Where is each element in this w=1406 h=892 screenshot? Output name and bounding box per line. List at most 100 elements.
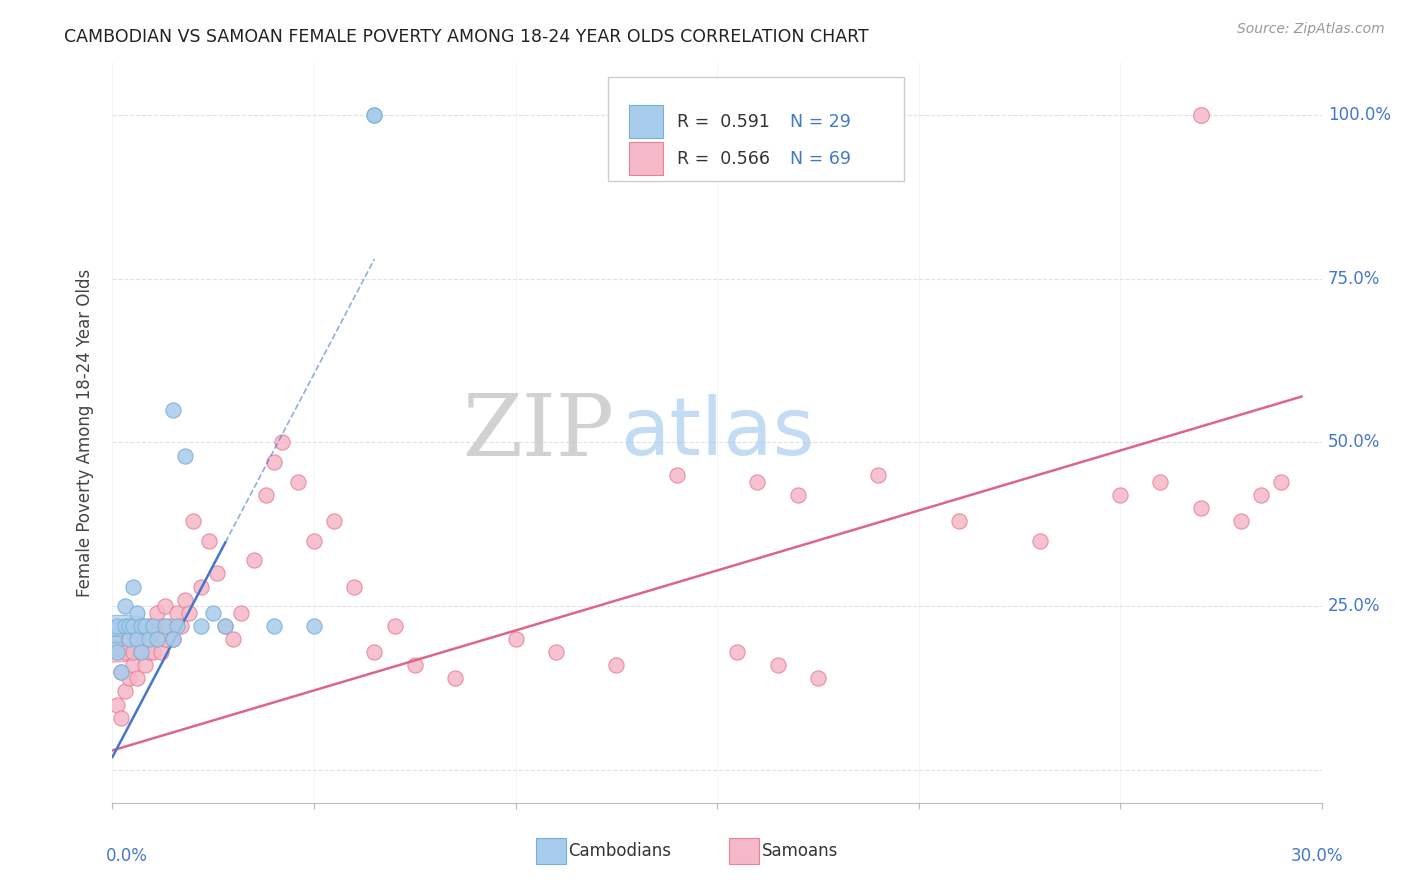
Point bbox=[287, 475, 309, 489]
Point bbox=[149, 645, 172, 659]
Point bbox=[1250, 488, 1272, 502]
Point bbox=[142, 619, 165, 633]
Circle shape bbox=[97, 648, 136, 656]
Point bbox=[129, 645, 152, 659]
Point bbox=[125, 606, 148, 620]
FancyBboxPatch shape bbox=[730, 838, 759, 864]
Point bbox=[117, 632, 139, 646]
Point bbox=[162, 402, 184, 417]
Circle shape bbox=[100, 642, 141, 648]
Point bbox=[363, 108, 385, 122]
Point bbox=[153, 599, 176, 614]
Point bbox=[444, 671, 467, 685]
Point bbox=[105, 645, 128, 659]
Point bbox=[125, 671, 148, 685]
Point bbox=[174, 449, 197, 463]
Point bbox=[1230, 514, 1253, 528]
Point bbox=[214, 619, 236, 633]
Point bbox=[170, 619, 193, 633]
Circle shape bbox=[98, 636, 139, 642]
Point bbox=[1270, 475, 1292, 489]
Point bbox=[110, 665, 132, 679]
Point bbox=[114, 645, 136, 659]
Point bbox=[149, 619, 172, 633]
Point bbox=[263, 619, 285, 633]
Point bbox=[162, 632, 184, 646]
Text: Cambodians: Cambodians bbox=[568, 842, 671, 860]
FancyBboxPatch shape bbox=[628, 105, 662, 138]
Circle shape bbox=[97, 615, 145, 624]
Point bbox=[181, 514, 204, 528]
Point bbox=[105, 619, 128, 633]
Circle shape bbox=[100, 629, 141, 636]
Point bbox=[129, 619, 152, 633]
Point bbox=[254, 488, 277, 502]
Circle shape bbox=[94, 629, 143, 636]
Point bbox=[190, 580, 212, 594]
Point bbox=[129, 645, 152, 659]
Text: 25.0%: 25.0% bbox=[1327, 598, 1381, 615]
Point bbox=[190, 619, 212, 633]
Point bbox=[146, 606, 169, 620]
FancyBboxPatch shape bbox=[628, 142, 662, 176]
Point bbox=[174, 592, 197, 607]
Point bbox=[117, 632, 139, 646]
Point bbox=[166, 619, 188, 633]
Point bbox=[138, 645, 160, 659]
Point bbox=[263, 455, 285, 469]
Point bbox=[242, 553, 264, 567]
Point bbox=[146, 632, 169, 646]
Point bbox=[544, 645, 567, 659]
Point bbox=[134, 632, 156, 646]
Text: 50.0%: 50.0% bbox=[1327, 434, 1381, 451]
Point bbox=[1109, 488, 1132, 502]
Point bbox=[404, 658, 426, 673]
Point bbox=[105, 698, 128, 712]
Point bbox=[1028, 533, 1050, 548]
Circle shape bbox=[96, 656, 136, 662]
Point bbox=[157, 619, 180, 633]
Point bbox=[114, 599, 136, 614]
Point bbox=[125, 632, 148, 646]
Y-axis label: Female Poverty Among 18-24 Year Olds: Female Poverty Among 18-24 Year Olds bbox=[76, 268, 94, 597]
Point bbox=[202, 606, 225, 620]
Point bbox=[270, 435, 292, 450]
Text: R =  0.566: R = 0.566 bbox=[678, 150, 770, 168]
Point bbox=[1189, 108, 1212, 122]
Point bbox=[343, 580, 366, 594]
Point bbox=[134, 658, 156, 673]
Point bbox=[323, 514, 346, 528]
Point bbox=[177, 606, 200, 620]
Point bbox=[198, 533, 221, 548]
Point bbox=[807, 671, 830, 685]
Point bbox=[948, 514, 970, 528]
Point bbox=[114, 684, 136, 698]
Point bbox=[121, 580, 143, 594]
Text: N = 29: N = 29 bbox=[790, 112, 851, 130]
Text: CAMBODIAN VS SAMOAN FEMALE POVERTY AMONG 18-24 YEAR OLDS CORRELATION CHART: CAMBODIAN VS SAMOAN FEMALE POVERTY AMONG… bbox=[65, 28, 869, 45]
Point bbox=[363, 645, 385, 659]
Point bbox=[868, 468, 890, 483]
Point bbox=[766, 658, 789, 673]
Point bbox=[110, 711, 132, 725]
Text: ZIP: ZIP bbox=[463, 391, 614, 475]
Point bbox=[121, 619, 143, 633]
Point bbox=[162, 632, 184, 646]
Point bbox=[117, 619, 139, 633]
Text: Source: ZipAtlas.com: Source: ZipAtlas.com bbox=[1237, 22, 1385, 37]
FancyBboxPatch shape bbox=[609, 78, 904, 181]
Point bbox=[121, 619, 143, 633]
Point bbox=[166, 606, 188, 620]
Point bbox=[231, 606, 253, 620]
Point bbox=[505, 632, 527, 646]
Point bbox=[665, 468, 688, 483]
Point bbox=[302, 619, 325, 633]
Point bbox=[725, 645, 748, 659]
Text: N = 69: N = 69 bbox=[790, 150, 851, 168]
Point bbox=[605, 658, 627, 673]
Point bbox=[121, 658, 143, 673]
Circle shape bbox=[94, 642, 135, 648]
Point bbox=[142, 645, 165, 659]
Text: R =  0.591: R = 0.591 bbox=[678, 112, 770, 130]
Point bbox=[129, 619, 152, 633]
